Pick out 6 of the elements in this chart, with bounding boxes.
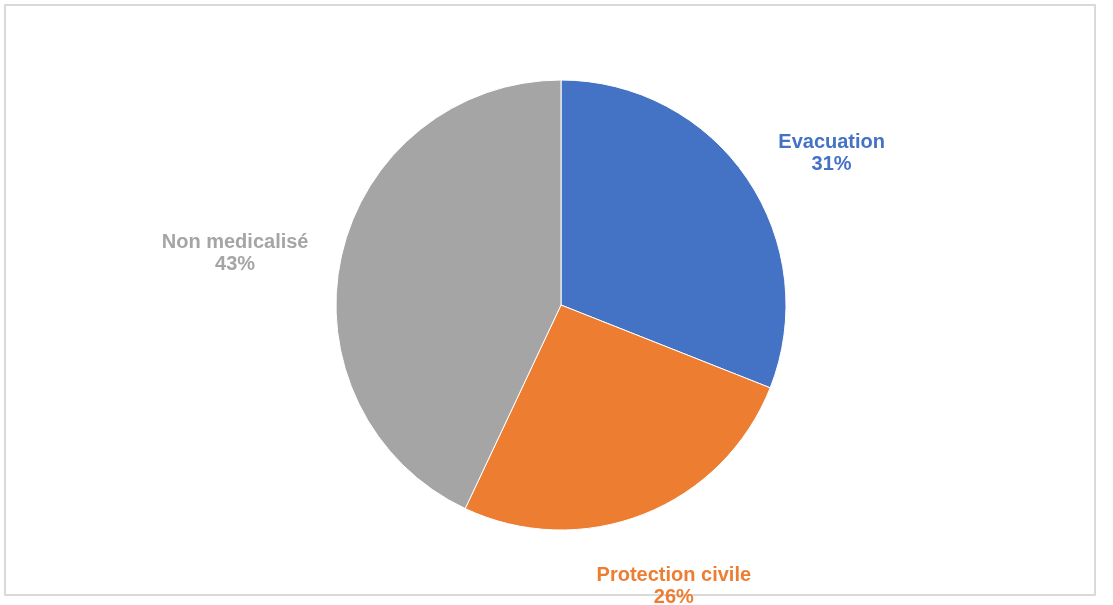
slice-label: Non medicalisé (161, 229, 309, 252)
data-label: 31% (811, 152, 852, 174)
data-label: 43% (215, 251, 256, 274)
slice-label: Evacuation (778, 130, 885, 152)
data-label: 26% (653, 584, 695, 605)
slice-label: Protection civile (596, 562, 752, 585)
